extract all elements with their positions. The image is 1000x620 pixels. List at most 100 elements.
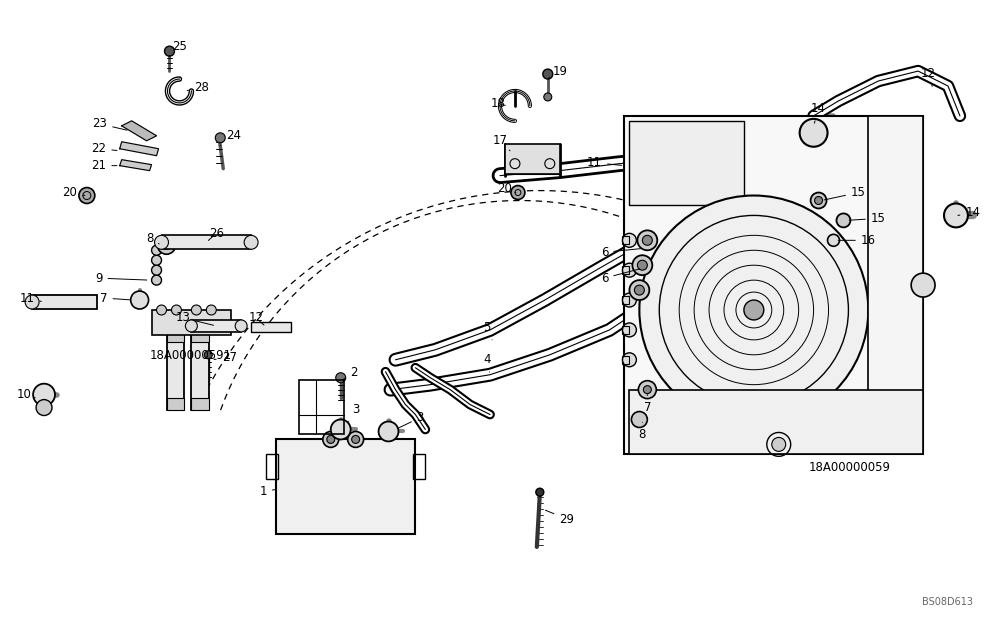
Circle shape xyxy=(836,213,850,228)
Text: 1: 1 xyxy=(259,485,276,498)
Bar xyxy=(162,236,251,249)
Bar xyxy=(266,454,278,479)
Text: 6: 6 xyxy=(601,246,642,259)
Text: 2: 2 xyxy=(343,366,357,379)
Text: 20: 20 xyxy=(62,186,85,199)
Text: 15: 15 xyxy=(824,186,866,200)
Circle shape xyxy=(622,233,636,247)
Circle shape xyxy=(622,264,636,277)
Text: 21: 21 xyxy=(91,159,117,172)
Circle shape xyxy=(36,400,52,415)
Circle shape xyxy=(772,438,786,451)
Circle shape xyxy=(637,231,657,250)
Text: 28: 28 xyxy=(187,81,209,94)
Bar xyxy=(629,121,744,205)
Circle shape xyxy=(622,323,636,337)
Circle shape xyxy=(828,234,839,246)
Bar xyxy=(167,397,184,410)
Circle shape xyxy=(629,280,649,300)
Polygon shape xyxy=(120,160,152,171)
Bar xyxy=(622,236,629,244)
Text: 24: 24 xyxy=(220,130,241,146)
Circle shape xyxy=(634,285,644,295)
Circle shape xyxy=(543,69,553,79)
Text: 25: 25 xyxy=(169,40,187,56)
Text: BS08D613: BS08D613 xyxy=(922,596,973,606)
Text: 18A00000059: 18A00000059 xyxy=(809,461,891,474)
Circle shape xyxy=(152,275,162,285)
Text: 13: 13 xyxy=(176,311,214,326)
Text: 11: 11 xyxy=(20,291,41,304)
Circle shape xyxy=(331,420,351,440)
Circle shape xyxy=(327,435,335,443)
Bar xyxy=(505,144,560,174)
Circle shape xyxy=(642,236,652,246)
Circle shape xyxy=(323,432,339,448)
Circle shape xyxy=(911,273,935,297)
Bar xyxy=(167,330,184,410)
Circle shape xyxy=(191,305,201,315)
Circle shape xyxy=(79,188,95,203)
Text: 7: 7 xyxy=(100,291,131,304)
Text: 14: 14 xyxy=(958,206,980,219)
Bar xyxy=(299,379,344,435)
Bar xyxy=(622,296,629,304)
Circle shape xyxy=(348,432,364,448)
Circle shape xyxy=(639,195,868,425)
Text: 11: 11 xyxy=(587,156,622,169)
Circle shape xyxy=(511,185,525,200)
Circle shape xyxy=(352,435,360,443)
Text: 8: 8 xyxy=(146,232,159,245)
Text: 29: 29 xyxy=(545,510,574,526)
Text: 12: 12 xyxy=(249,311,264,325)
Text: 8: 8 xyxy=(639,422,646,441)
Bar xyxy=(152,310,231,335)
Circle shape xyxy=(206,305,216,315)
Circle shape xyxy=(25,295,39,309)
Text: 3: 3 xyxy=(349,403,359,422)
Circle shape xyxy=(244,236,258,249)
Circle shape xyxy=(152,246,162,255)
Circle shape xyxy=(944,203,968,228)
Circle shape xyxy=(235,320,247,332)
Text: 14: 14 xyxy=(811,102,826,123)
Bar xyxy=(191,397,209,410)
Circle shape xyxy=(33,384,55,405)
Circle shape xyxy=(215,133,225,143)
Text: 5: 5 xyxy=(483,321,492,340)
Circle shape xyxy=(163,241,170,249)
Circle shape xyxy=(204,351,212,359)
Circle shape xyxy=(637,260,647,270)
Circle shape xyxy=(171,305,181,315)
Bar xyxy=(624,116,923,454)
Circle shape xyxy=(155,236,168,249)
Text: 22: 22 xyxy=(91,142,117,155)
Text: 10: 10 xyxy=(17,388,35,401)
Text: 17: 17 xyxy=(492,135,510,151)
Circle shape xyxy=(544,93,552,101)
Text: 3: 3 xyxy=(398,411,424,428)
Bar xyxy=(191,320,241,332)
Bar xyxy=(622,326,629,334)
Circle shape xyxy=(185,320,197,332)
Text: 16: 16 xyxy=(838,234,876,247)
Bar xyxy=(191,330,209,410)
Text: 6: 6 xyxy=(601,269,640,285)
Text: 20: 20 xyxy=(498,182,516,195)
Bar xyxy=(629,389,923,454)
Text: 23: 23 xyxy=(92,117,127,130)
Text: 18: 18 xyxy=(491,97,505,110)
Circle shape xyxy=(165,46,174,56)
Bar xyxy=(251,322,291,332)
Bar xyxy=(413,454,425,479)
Circle shape xyxy=(643,386,651,394)
Bar xyxy=(622,266,629,274)
Bar xyxy=(191,330,209,342)
Bar xyxy=(868,116,923,454)
Circle shape xyxy=(152,255,162,265)
Circle shape xyxy=(157,305,167,315)
Text: 4: 4 xyxy=(483,353,491,372)
Bar xyxy=(276,440,415,534)
Circle shape xyxy=(622,353,636,367)
Bar xyxy=(622,356,629,364)
